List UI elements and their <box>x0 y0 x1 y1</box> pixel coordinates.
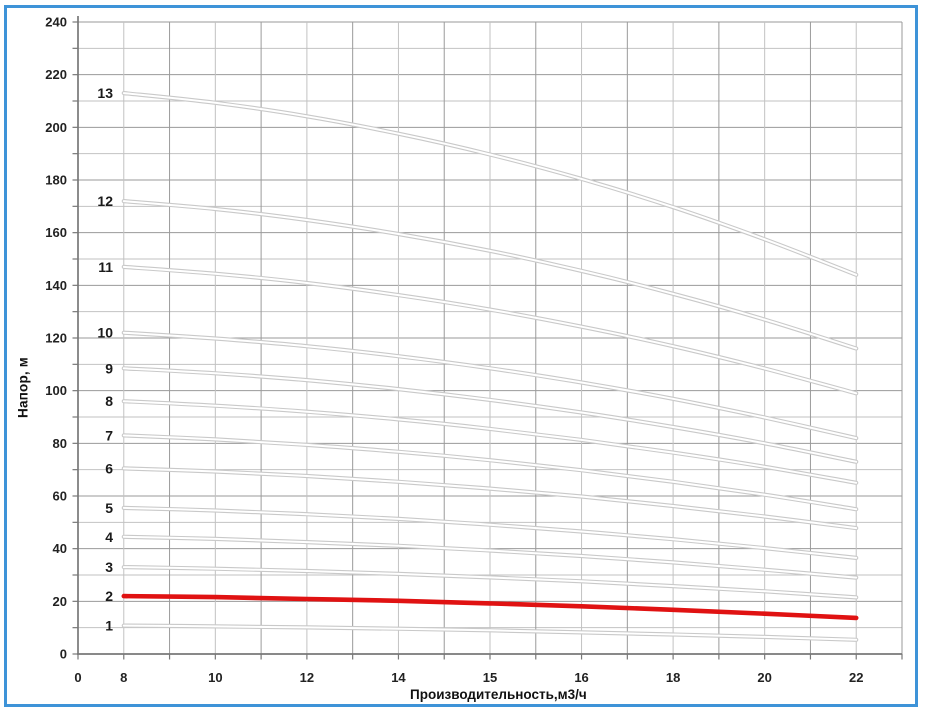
x-tick-label: 8 <box>120 670 127 685</box>
curve-label-7: 7 <box>105 427 113 443</box>
curve-label-11: 11 <box>98 259 113 275</box>
y-tick-label: 80 <box>53 436 67 451</box>
x-tick-label: 18 <box>666 670 680 685</box>
x-tick-label: 0 <box>74 670 81 685</box>
curve-5-core <box>122 506 858 559</box>
curve-label-6: 6 <box>105 460 113 476</box>
y-tick-label: 220 <box>45 67 67 82</box>
curve-label-1: 1 <box>105 618 113 634</box>
x-tick-label: 15 <box>483 670 497 685</box>
y-tick-label: 40 <box>53 541 67 556</box>
x-tick-label: 10 <box>208 670 222 685</box>
curve-label-4: 4 <box>105 529 113 545</box>
curve-13-core <box>122 92 858 276</box>
curve-12-core <box>122 200 858 350</box>
curve-7-core <box>122 434 858 511</box>
x-axis-title: Производительность,м3/ч <box>410 687 587 702</box>
x-tick-label: 12 <box>300 670 314 685</box>
y-tick-label: 60 <box>53 489 67 504</box>
curve-label-12: 12 <box>97 193 113 209</box>
y-tick-label: 140 <box>45 278 67 293</box>
curve-3-core <box>122 566 858 599</box>
curve-8-core <box>122 400 858 484</box>
y-axis-title: Напор, м <box>15 357 31 418</box>
y-tick-label: 20 <box>53 594 67 609</box>
curve-label-5: 5 <box>105 500 113 516</box>
x-tick-label: 16 <box>574 670 588 685</box>
curve-label-10: 10 <box>97 325 113 341</box>
curve-11-core <box>122 265 858 395</box>
x-tick-label: 22 <box>849 670 863 685</box>
y-tick-label: 180 <box>45 173 67 188</box>
curve-9-core <box>122 367 858 463</box>
curve-1-core <box>122 624 858 641</box>
curve-10-core <box>122 331 858 440</box>
curve-label-3: 3 <box>105 559 113 575</box>
curve-label-8: 8 <box>105 393 113 409</box>
curve-6-core <box>122 467 858 530</box>
x-tick-label: 14 <box>391 670 406 685</box>
y-tick-label: 200 <box>45 120 67 135</box>
y-tick-label: 0 <box>60 647 67 662</box>
y-tick-label: 120 <box>45 331 67 346</box>
curve-2-highlight <box>121 593 859 621</box>
chart-border-frame <box>4 5 918 707</box>
x-tick-label: 20 <box>757 670 771 685</box>
y-tick-label: 240 <box>45 15 67 30</box>
curve-label-9: 9 <box>105 360 113 376</box>
y-tick-label: 100 <box>45 383 67 398</box>
y-tick-label: 160 <box>45 225 67 240</box>
curve-label-13: 13 <box>97 85 113 101</box>
curve-label-2: 2 <box>105 588 113 604</box>
curve-4-core <box>122 535 858 579</box>
